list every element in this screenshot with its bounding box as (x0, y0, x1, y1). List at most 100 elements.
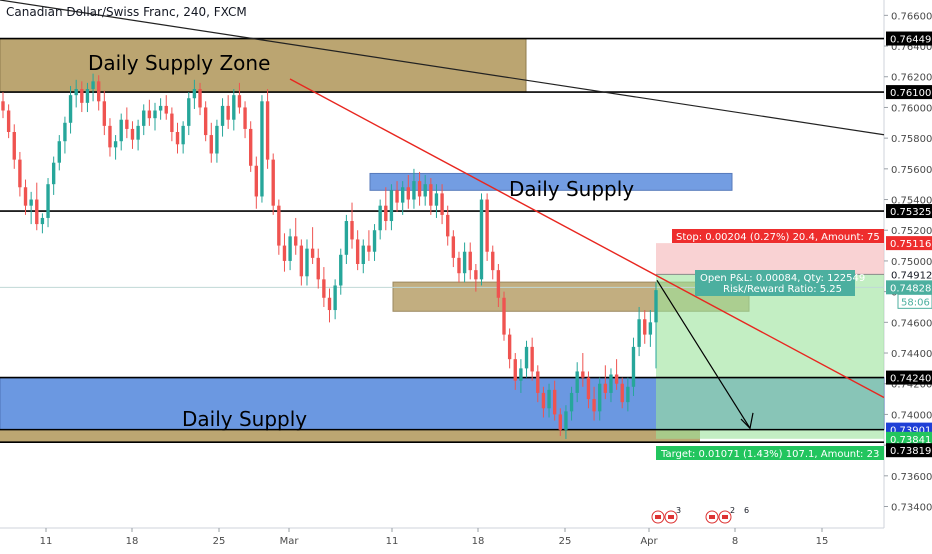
candle-body[interactable] (327, 297, 332, 311)
candle-body[interactable] (299, 245, 304, 277)
candle-body[interactable] (108, 125, 112, 148)
candle-body[interactable] (569, 392, 574, 412)
candle-body[interactable] (51, 162, 56, 185)
candle-body[interactable] (536, 371, 540, 393)
candle-body[interactable] (350, 221, 354, 240)
candle-body[interactable] (254, 165, 259, 197)
candle-body[interactable] (440, 193, 444, 215)
candle-body[interactable] (265, 101, 270, 160)
candle-body[interactable] (29, 199, 33, 206)
candle-body[interactable] (502, 297, 506, 335)
candle-body[interactable] (68, 95, 73, 123)
candle-body[interactable] (491, 251, 495, 271)
candle-body[interactable] (63, 122, 67, 142)
candle-body[interactable] (457, 257, 461, 274)
candle-body[interactable] (434, 193, 439, 206)
candle-body[interactable] (232, 95, 236, 120)
candle-body[interactable] (468, 251, 472, 271)
candle-body[interactable] (147, 110, 152, 119)
candle-body[interactable] (603, 383, 608, 393)
candle-body[interactable] (541, 392, 546, 409)
candle-body[interactable] (113, 141, 118, 148)
candle-body[interactable] (417, 181, 422, 197)
candle-body[interactable] (12, 132, 16, 160)
candle-body[interactable] (288, 236, 292, 261)
projection-arrow[interactable] (656, 279, 751, 429)
candle-body[interactable] (192, 89, 197, 99)
candle-body[interactable] (654, 290, 658, 323)
tan-strip[interactable] (0, 429, 700, 443)
candle-body[interactable] (158, 105, 163, 111)
candle-body[interactable] (91, 81, 95, 90)
candle-body[interactable] (451, 236, 456, 258)
candle-body[interactable] (412, 181, 416, 200)
trend-line-black[interactable] (0, 0, 885, 136)
candle-body[interactable] (564, 411, 568, 430)
daily-supply-blue-box[interactable] (369, 172, 733, 191)
candle-body[interactable] (271, 159, 275, 206)
candle-body[interactable] (80, 89, 84, 103)
candle-body[interactable] (479, 199, 484, 280)
candle-body[interactable] (333, 285, 337, 311)
candle-body[interactable] (175, 132, 180, 145)
candle-body[interactable] (575, 371, 579, 393)
candle-body[interactable] (243, 107, 247, 129)
candle-body[interactable] (367, 245, 371, 252)
candle-body[interactable] (474, 270, 478, 280)
candle-body[interactable] (400, 187, 405, 203)
candle-body[interactable] (57, 141, 61, 163)
candle-body[interactable] (119, 119, 123, 142)
candle-body[interactable] (361, 245, 365, 264)
candle-body[interactable] (631, 346, 636, 387)
candle-body[interactable] (384, 205, 388, 222)
candle-body[interactable] (446, 214, 450, 237)
candle-body[interactable] (277, 205, 281, 246)
candle-body[interactable] (35, 199, 39, 225)
candle-body[interactable] (310, 248, 315, 258)
candle-body[interactable] (395, 190, 399, 203)
candle-body[interactable] (74, 89, 78, 96)
candle-body[interactable] (6, 110, 11, 132)
candle-body[interactable] (18, 159, 22, 188)
candle-body[interactable] (547, 389, 551, 409)
candle-body[interactable] (558, 414, 562, 430)
candle-body[interactable] (406, 187, 410, 200)
trend-line-red[interactable] (289, 78, 885, 399)
candle-body[interactable] (237, 95, 242, 108)
candle-body[interactable] (125, 119, 129, 129)
candle-body[interactable] (260, 101, 264, 197)
candle-body[interactable] (507, 334, 512, 360)
candle-body[interactable] (181, 125, 185, 145)
candle-body[interactable] (614, 374, 619, 384)
candle-body[interactable] (552, 389, 557, 415)
candle-body[interactable] (130, 128, 135, 140)
candle-body[interactable] (620, 383, 624, 403)
candle-body[interactable] (316, 257, 320, 280)
stop-zone[interactable] (656, 243, 884, 275)
candle-body[interactable] (40, 217, 45, 225)
candle-body[interactable] (1, 101, 5, 111)
candle-body[interactable] (389, 190, 394, 222)
candle-body[interactable] (142, 110, 146, 126)
candle-body[interactable] (592, 399, 596, 412)
candle-body[interactable] (226, 105, 230, 120)
candle-body[interactable] (97, 81, 101, 102)
target-zone[interactable] (656, 274, 884, 439)
candle-body[interactable] (102, 101, 107, 126)
candle-body[interactable] (344, 221, 349, 255)
candle-body[interactable] (187, 98, 191, 126)
candle-body[interactable] (496, 270, 501, 298)
candle-body[interactable] (339, 254, 343, 286)
candle-body[interactable] (637, 319, 641, 347)
candle-body[interactable] (198, 89, 202, 108)
candle-body[interactable] (203, 107, 208, 136)
candle-body[interactable] (249, 128, 253, 166)
candle-body[interactable] (85, 89, 90, 103)
candle-body[interactable] (372, 230, 377, 252)
candle-body[interactable] (581, 371, 585, 378)
candle-body[interactable] (609, 374, 613, 393)
candle-body[interactable] (164, 105, 168, 114)
candle-body[interactable] (209, 135, 213, 154)
